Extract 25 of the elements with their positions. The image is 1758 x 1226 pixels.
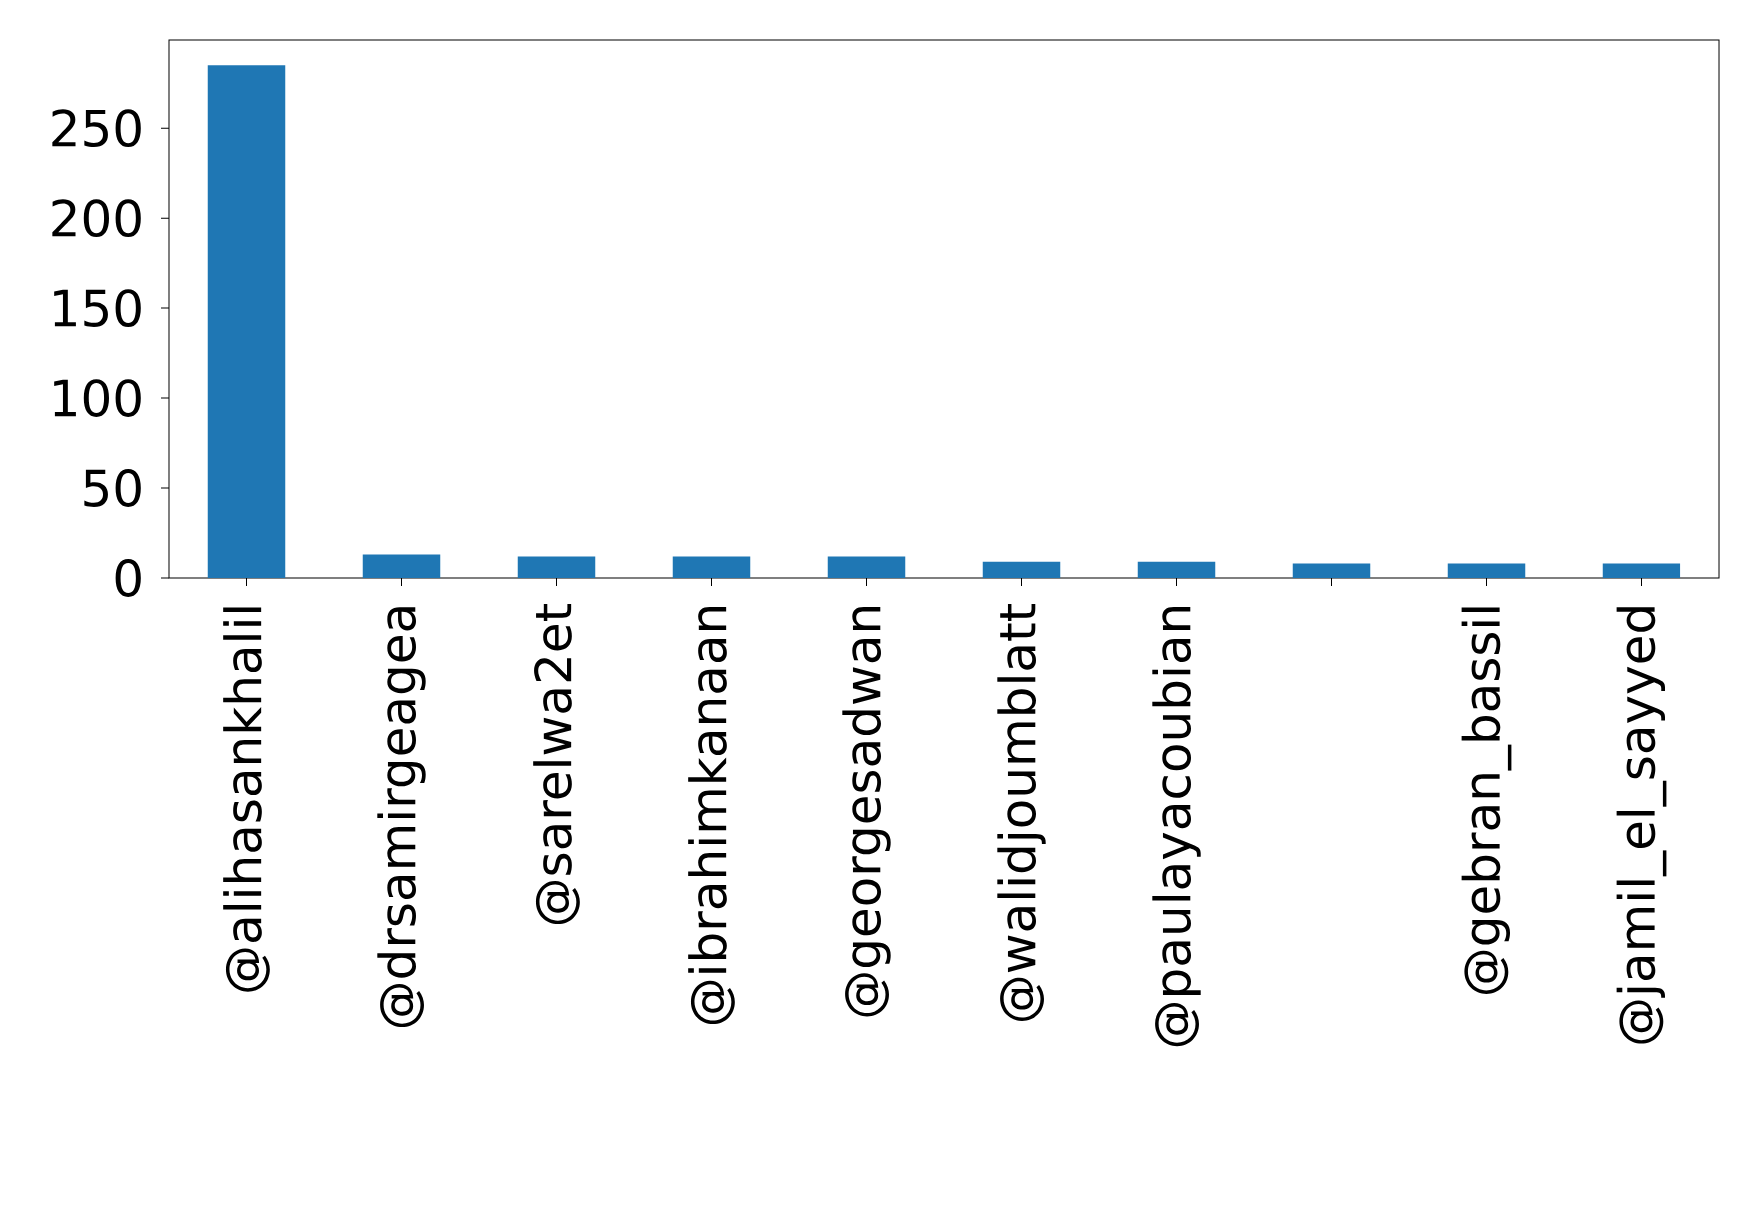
bar [1137,561,1216,578]
x-tick-label: @walidjoumblatt [997,603,1046,1021]
x-tick-label: @alihasankhalil [223,607,270,992]
x-tick-label: @ibrahimkanaan [688,607,735,1025]
bar [1447,563,1526,578]
bar [1292,563,1371,578]
x-tick-label: @drsamirgeagea [377,607,426,1028]
y-tick-label: 250 [52,109,141,148]
y-tick-label: 50 [84,469,141,507]
y-tick-label: 100 [54,379,141,417]
y-tick-label: 150 [54,289,141,327]
x-tick-label: @georgesadwan [842,607,891,1017]
bar [672,556,751,578]
bar [517,556,596,578]
x-tick-label: @gebran_bassil [1461,607,1512,994]
bar [362,554,441,578]
x-tick-label: @sarelwa2et [533,604,580,925]
y-tick-label: 0 [115,559,141,597]
bar [1602,563,1681,578]
y-tick-label: 200 [52,199,141,238]
x-tick-label: @jamil_el_sayyed [1616,607,1667,1044]
bar [827,556,906,578]
bar [982,561,1061,578]
bar [207,65,286,578]
x-tick-label: @paulayacoubian [1152,606,1201,1047]
